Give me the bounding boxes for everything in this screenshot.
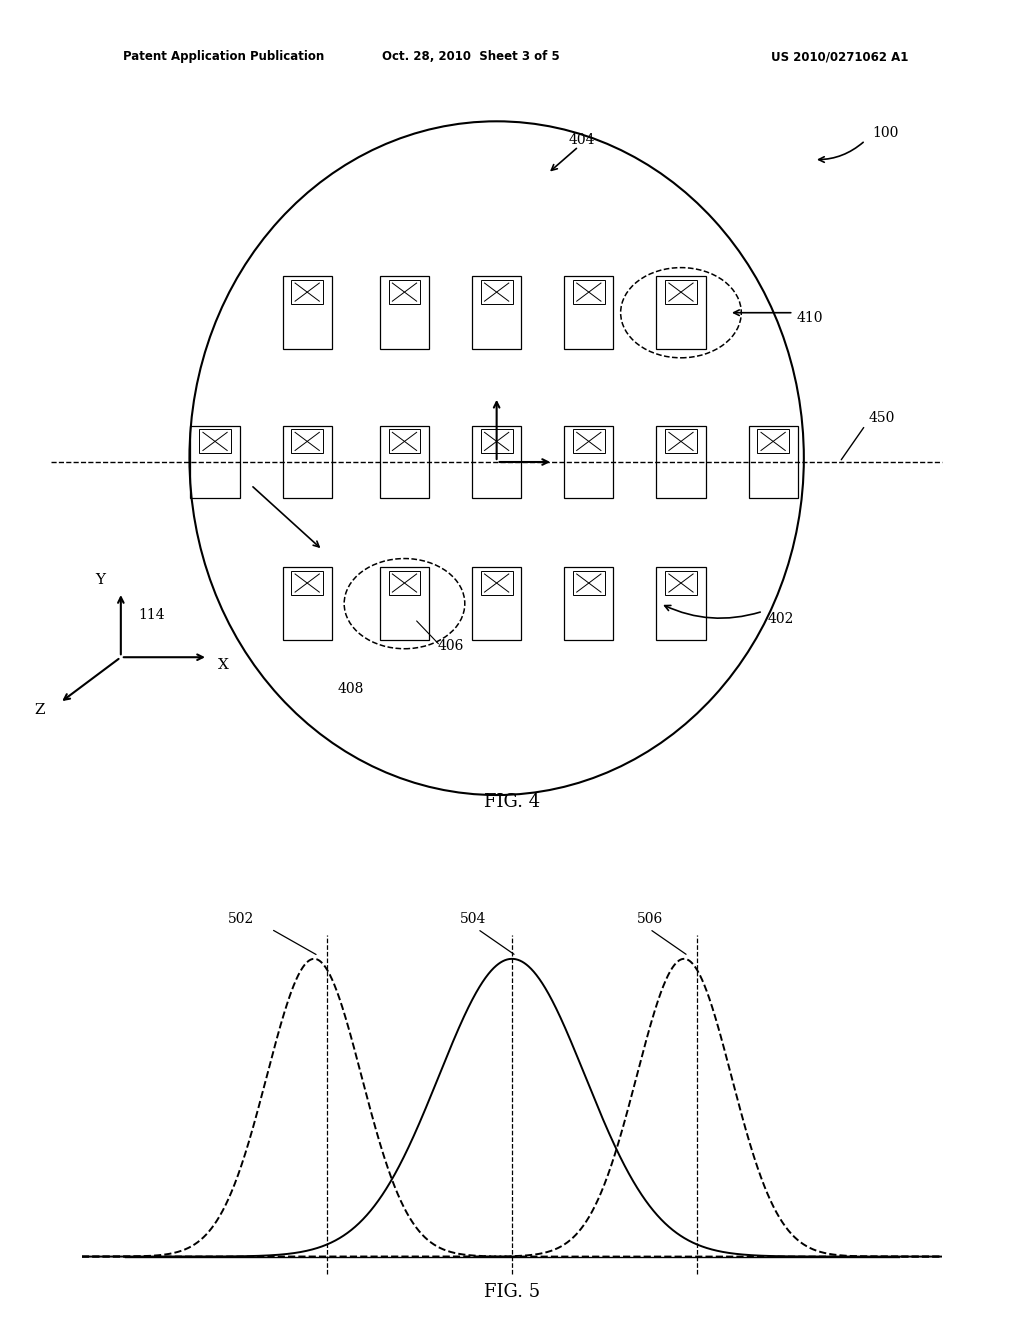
Bar [283,568,332,640]
Text: 402: 402 [768,611,795,626]
Text: Patent Application Publication: Patent Application Publication [123,50,325,63]
Text: US 2010/0271062 A1: US 2010/0271062 A1 [771,50,908,63]
Text: 406: 406 [437,639,464,652]
Bar [564,276,613,348]
Bar [283,425,332,499]
Text: 408: 408 [338,682,365,696]
Bar [472,425,521,499]
Bar [480,280,513,304]
Bar [291,572,324,595]
Bar [388,280,421,304]
Bar [472,568,521,640]
Text: FIG. 5: FIG. 5 [484,1283,540,1302]
Text: Z: Z [34,704,45,717]
Bar [656,276,706,348]
Bar [656,425,706,499]
Text: Y: Y [95,573,105,587]
Bar [572,572,605,595]
Text: Oct. 28, 2010  Sheet 3 of 5: Oct. 28, 2010 Sheet 3 of 5 [382,50,560,63]
Text: 410: 410 [797,312,823,325]
Bar [665,572,697,595]
Text: 114: 114 [138,609,165,622]
Bar [757,429,790,453]
Bar [291,280,324,304]
Bar [665,429,697,453]
Bar [388,429,421,453]
Bar [380,276,429,348]
Text: 504: 504 [460,912,486,927]
Bar [190,425,240,499]
Text: 404: 404 [568,133,595,148]
Bar [380,425,429,499]
Text: FIG. 4: FIG. 4 [484,792,540,810]
Bar [572,429,605,453]
Bar [480,429,513,453]
Bar [291,429,324,453]
Bar [199,429,231,453]
Bar [665,280,697,304]
Text: 100: 100 [872,127,899,140]
Bar [572,280,605,304]
Bar [388,572,421,595]
Bar [283,276,332,348]
Bar [749,425,798,499]
Text: 450: 450 [868,412,895,425]
Bar [472,276,521,348]
Bar [564,425,613,499]
Text: 506: 506 [637,912,663,927]
Text: X: X [218,657,229,672]
Bar [656,568,706,640]
Text: 502: 502 [228,912,254,927]
Bar [480,572,513,595]
Bar [564,568,613,640]
Bar [380,568,429,640]
